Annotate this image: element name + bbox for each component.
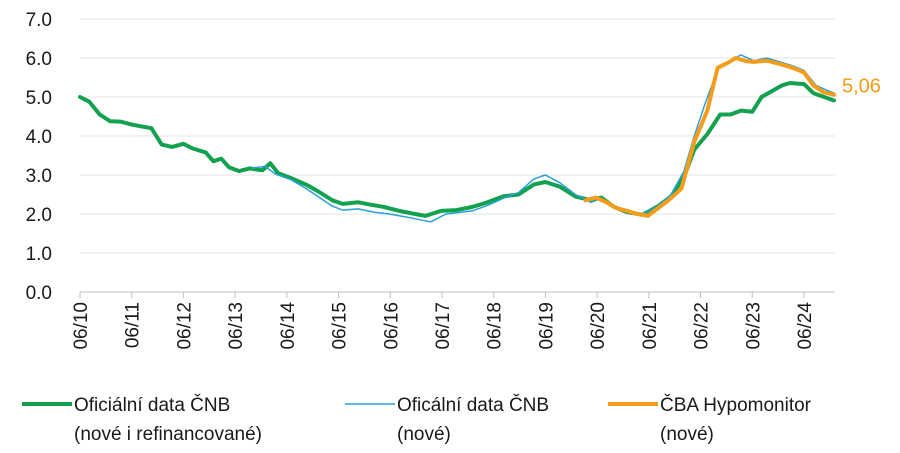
legend-label-1: Oficiální data ČNB [74,394,230,416]
y-tick-label: 5.0 [26,88,52,109]
series-line-2 [251,54,835,223]
legend-sublabel-1: (nové i refinancované) [74,424,262,445]
x-tick-label: 06/16 [381,302,402,350]
y-tick-label: 1.0 [26,244,52,265]
x-tick-label: 06/19 [536,302,557,350]
end-value-label: 5,06 [842,76,881,98]
y-tick-label: 4.0 [26,127,52,148]
x-tick-label: 06/20 [588,302,609,350]
gridlines [80,18,835,254]
y-tick-label: 6.0 [26,49,52,70]
y-tick-label: 2.0 [26,205,52,226]
x-tick-label: 06/14 [278,302,299,350]
legend-label-3: ČBA Hypomonitor [660,394,812,416]
legend-sublabel-2: (nové) [397,424,451,445]
x-tick-label: 06/24 [795,302,816,350]
y-axis-ticks: 7.0 6.0 5.0 4.0 3.0 2.0 1.0 0.0 [26,10,52,304]
y-tick-label: 7.0 [26,10,52,31]
x-tick-label: 06/21 [640,302,661,350]
x-tick-label: 06/18 [485,302,506,350]
y-tick-label: 0.0 [26,283,52,304]
legend-label-2: Oficální data ČNB [397,394,549,416]
x-tick-label: 06/10 [71,302,92,350]
x-tick-label: 06/22 [692,302,713,350]
legend: Oficiální data ČNB (nové i refinancované)… [22,394,812,445]
x-tick-label: 06/15 [330,302,351,350]
x-tick-label: 06/17 [433,302,454,350]
x-tick-label: 06/12 [174,302,195,350]
y-tick-label: 3.0 [26,166,52,187]
x-axis: 06/10 06/11 06/12 06/13 06/14 06/15 06/16 06/17… [71,291,835,350]
series-line-3 [583,56,836,218]
series-line-1 [78,81,836,218]
x-tick-label: 06/13 [226,302,247,350]
x-tick-label: 06/23 [743,302,764,350]
legend-sublabel-3: (nové) [660,424,714,445]
x-tick-label: 06/11 [123,302,144,348]
series-lines [78,54,836,223]
